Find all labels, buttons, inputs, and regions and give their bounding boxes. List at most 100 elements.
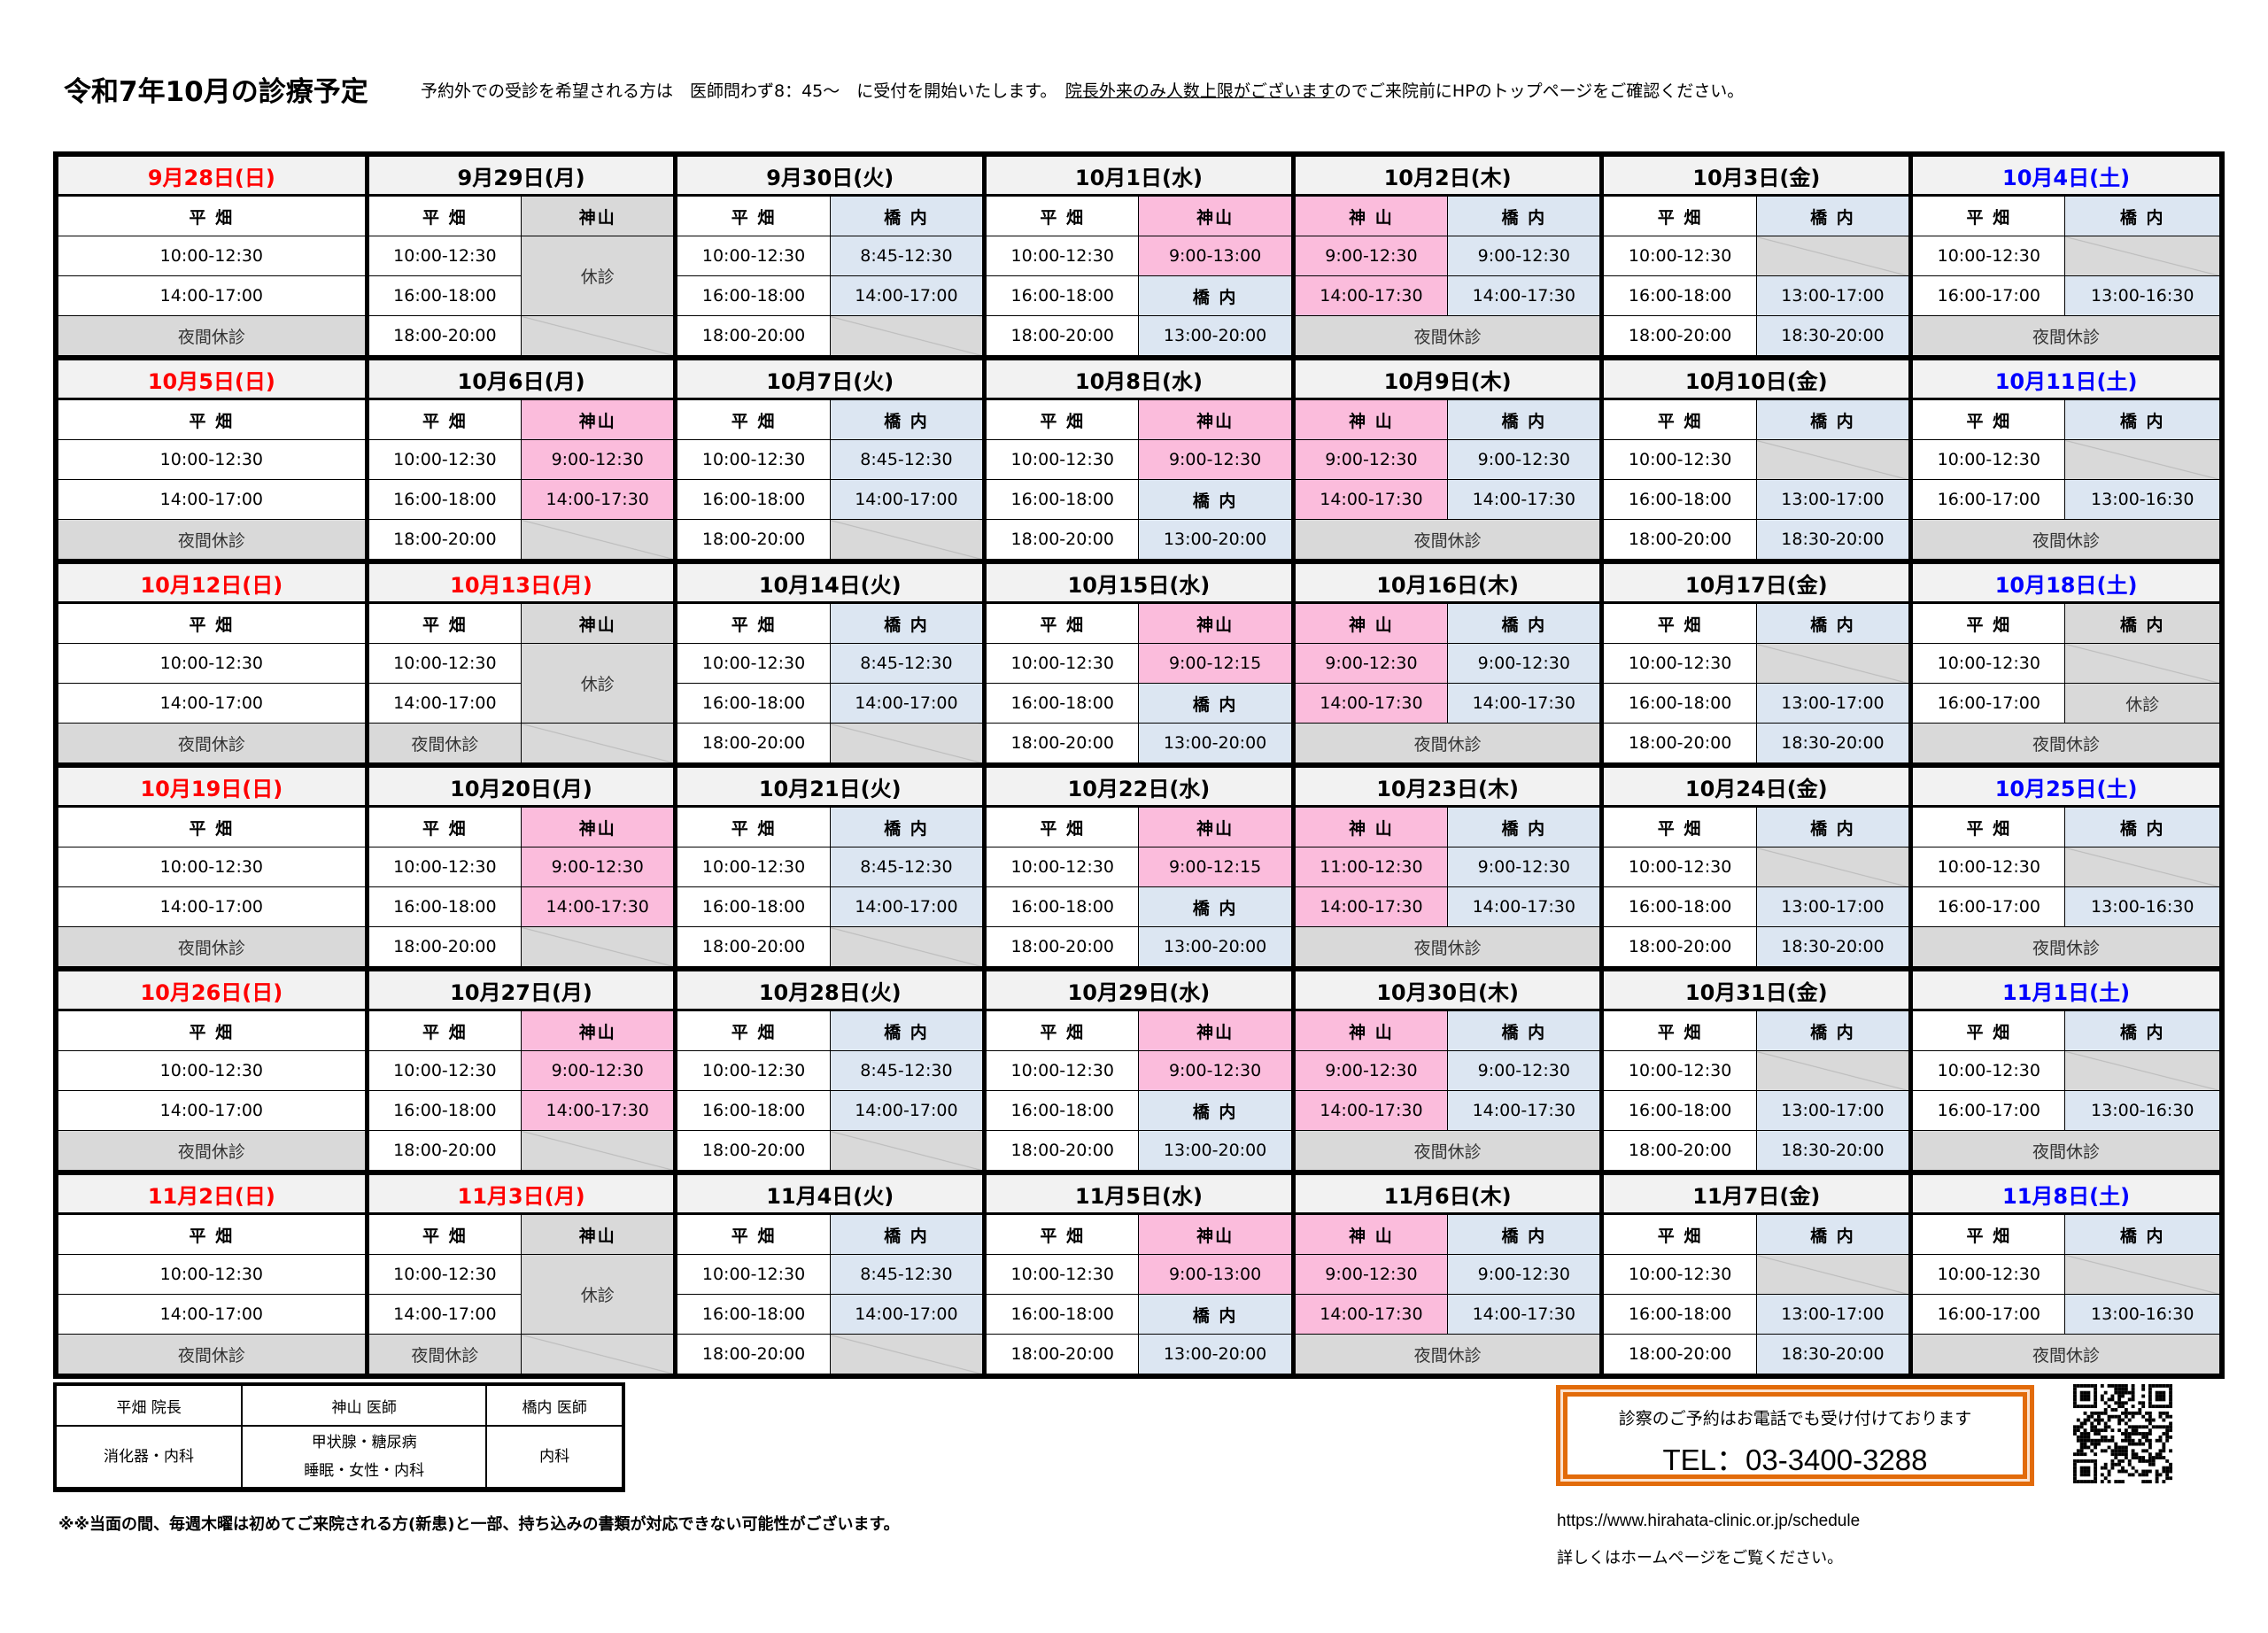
doctor-header: 神 山 <box>1290 806 1449 847</box>
closed-slot: 夜間休診 <box>58 1130 368 1171</box>
doctor-header: 神 山 <box>1290 399 1449 440</box>
more-info-text: 詳しくはホームページをご覧ください。 <box>1557 1549 1844 1567</box>
phone-reservation-box: 診察のご予約はお電話でも受け付けております TEL：03-3400-3288 <box>1556 1385 2034 1486</box>
schedule-row: 平 畑平 畑神山平 畑橋 内平 畑神山神 山橋 内平 畑橋 内平 畑橋 内 <box>58 806 2220 847</box>
time-slot: 14:00-17:00 <box>58 1294 368 1335</box>
time-slot: 10:00-12:30 <box>673 236 831 276</box>
time-slot: 18:00-20:00 <box>364 315 522 356</box>
time-slot: 18:00-20:00 <box>982 1130 1140 1171</box>
day-date-header: 11月4日(火) <box>673 1173 986 1215</box>
schedule-row: 夜間休診 夜間休診 18:00-20:00 18:00-20:00 13:00-20:0… <box>58 723 2220 763</box>
time-slot: 16:00-18:00 <box>673 1294 831 1335</box>
day-date-header: 9月28日(日) <box>58 156 368 197</box>
doctor-header: 橋 内 <box>1447 1213 1603 1255</box>
time-slot: 10:00-12:30 <box>1599 1254 1757 1295</box>
schedule-row: 14:00-17:00 16:00-18:00 14:00-17:30 16:00-1… <box>58 1090 2220 1131</box>
time-slot: 14:00-17:30 <box>521 1090 677 1131</box>
day-date-header: 10月25日(土) <box>1908 765 2220 808</box>
unavailable-slot <box>1755 1254 1912 1295</box>
time-slot: 9:00-12:30 <box>1447 439 1603 480</box>
doctor-header: 橋 内 <box>2064 195 2220 236</box>
time-slot: 16:00-18:00 <box>364 886 522 927</box>
time-slot: 13:00-16:30 <box>2064 1090 2220 1131</box>
unavailable-slot <box>2064 1050 2220 1091</box>
doctor-header: 平 畑 <box>58 195 368 236</box>
doctor-header: 橋 内 <box>1138 1090 1294 1131</box>
doctor-header: 橋 内 <box>829 806 986 847</box>
time-slot: 16:00-18:00 <box>673 479 831 520</box>
time-slot: 16:00-18:00 <box>673 683 831 724</box>
day-date-header: 10月30日(木) <box>1290 969 1603 1011</box>
doctor-header: 橋 内 <box>1755 1213 1912 1255</box>
time-slot: 14:00-17:30 <box>1290 275 1449 316</box>
day-date-header: 10月6日(月) <box>364 358 677 400</box>
doctor-header: 神山 <box>521 195 677 236</box>
day-date-header: 10月14日(火) <box>673 561 986 604</box>
reservation-message: 診察のご予約はお電話でも受け付けております <box>1618 1409 1972 1428</box>
time-slot: 14:00-17:00 <box>829 1090 986 1131</box>
time-slot: 8:45-12:30 <box>829 439 986 480</box>
doctor-header: 橋 内 <box>1447 806 1603 847</box>
legend-doctor-name: 神山 医師 <box>241 1383 488 1427</box>
qr-code-icon[interactable] <box>2073 1384 2172 1483</box>
time-slot: 14:00-17:00 <box>829 683 986 724</box>
doctor-header: 神山 <box>1138 195 1294 236</box>
doctor-header: 平 畑 <box>58 399 368 440</box>
schedule-url[interactable]: https://www.hirahata-clinic.or.jp/schedu… <box>1557 1512 1861 1530</box>
time-slot: 18:00-20:00 <box>1599 723 1757 763</box>
time-slot: 18:00-20:00 <box>1599 315 1757 356</box>
week-block: 10月12日(日) 10月13日(月) 10月14日(火) 10月15日(水) 10月1… <box>58 560 2220 763</box>
time-slot: 10:00-12:30 <box>673 1254 831 1295</box>
time-slot: 10:00-12:30 <box>1599 643 1757 684</box>
unavailable-slot <box>2064 1254 2220 1295</box>
unavailable-slot <box>1755 643 1912 684</box>
time-slot: 10:00-12:30 <box>1908 1050 2066 1091</box>
unavailable-slot <box>829 315 986 356</box>
day-date-header: 11月1日(土) <box>1908 969 2220 1011</box>
closed-slot: 休診 <box>521 643 677 724</box>
time-slot: 16:00-18:00 <box>1599 683 1757 724</box>
time-slot: 14:00-17:30 <box>1447 683 1603 724</box>
page-title: 令和7年10月の診療予定 <box>64 76 368 108</box>
doctor-header: 神 山 <box>1290 1010 1449 1051</box>
time-slot: 9:00-12:30 <box>1447 643 1603 684</box>
time-slot: 13:00-20:00 <box>1138 1130 1294 1171</box>
schedule-row: 14:00-17:00 16:00-18:00 16:00-18:00 14:00-1… <box>58 275 2220 316</box>
day-date-header: 11月5日(水) <box>982 1173 1294 1215</box>
time-slot: 13:00-16:30 <box>2064 275 2220 316</box>
time-slot: 8:45-12:30 <box>829 847 986 887</box>
day-date-header: 10月23日(木) <box>1290 765 1603 808</box>
doctor-header: 平 畑 <box>673 399 831 440</box>
day-date-header: 10月29日(水) <box>982 969 1294 1011</box>
day-date-header: 10月12日(日) <box>58 561 368 604</box>
time-slot: 18:00-20:00 <box>673 723 831 763</box>
unavailable-slot <box>829 1130 986 1171</box>
time-slot: 10:00-12:30 <box>673 847 831 887</box>
closed-slot: 夜間休診 <box>364 723 522 763</box>
schedule-row: 夜間休診 夜間休診 18:00-20:00 18:00-20:00 13:00-20:0… <box>58 1334 2220 1374</box>
doctor-header: 橋 内 <box>829 1010 986 1051</box>
time-slot: 14:00-17:30 <box>1447 1090 1603 1131</box>
day-date-header: 10月27日(月) <box>364 969 677 1011</box>
closed-slot: 夜間休診 <box>1908 1334 2220 1374</box>
doctor-header: 橋 内 <box>1755 1010 1912 1051</box>
doctor-header: 神 山 <box>1290 1213 1449 1255</box>
day-date-header: 10月31日(金) <box>1599 969 1912 1011</box>
time-slot: 16:00-18:00 <box>982 683 1140 724</box>
time-slot: 13:00-17:00 <box>1755 479 1912 520</box>
doctor-header: 橋 内 <box>1138 1294 1294 1335</box>
time-slot: 10:00-12:30 <box>58 236 368 276</box>
doctor-header: 平 畑 <box>673 806 831 847</box>
time-slot: 10:00-12:30 <box>982 847 1140 887</box>
time-slot: 8:45-12:30 <box>829 1050 986 1091</box>
time-slot: 13:00-17:00 <box>1755 1294 1912 1335</box>
time-slot: 18:00-20:00 <box>673 1130 831 1171</box>
time-slot: 10:00-12:30 <box>1599 1050 1757 1091</box>
time-slot: 10:00-12:30 <box>673 439 831 480</box>
day-date-header: 10月21日(火) <box>673 765 986 808</box>
time-slot: 14:00-17:30 <box>1290 1294 1449 1335</box>
time-slot: 8:45-12:30 <box>829 643 986 684</box>
time-slot: 9:00-12:15 <box>1138 643 1294 684</box>
phone-number[interactable]: TEL：03-3400-3288 <box>1662 1443 1928 1476</box>
schedule-row: 夜間休診 18:00-20:00 18:00-20:00 18:00-20:00 13:… <box>58 315 2220 356</box>
